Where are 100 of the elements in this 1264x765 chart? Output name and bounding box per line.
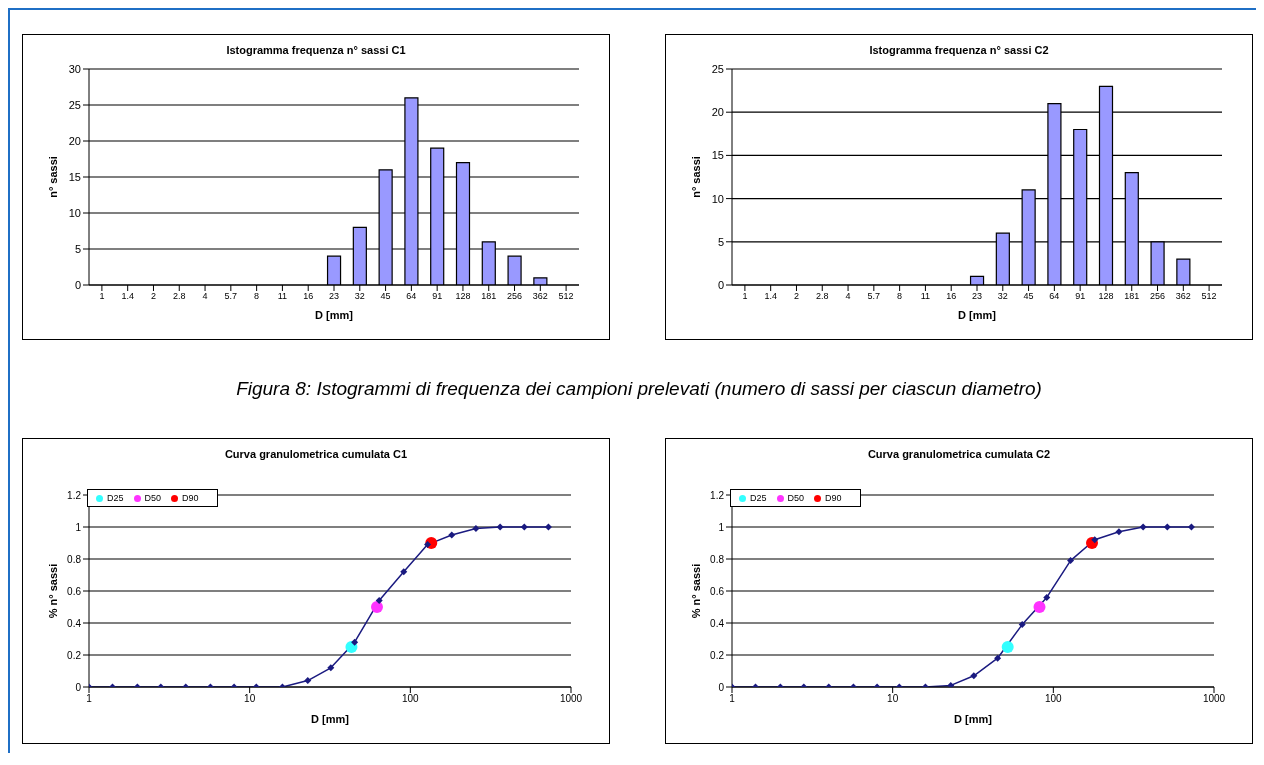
x-tick-label: 100 <box>1044 693 1063 705</box>
x-tick-label: 64 <box>1049 291 1060 302</box>
x-tick-label: 64 <box>406 291 417 302</box>
y-tick-label: 5 <box>717 235 724 248</box>
x-tick-label: 8 <box>254 291 260 302</box>
y-tick-label: 25 <box>68 98 81 111</box>
point <box>994 654 1002 662</box>
y-tick-label: 0 <box>717 278 724 291</box>
x-axis-title: D [mm] <box>311 713 350 725</box>
point <box>1163 523 1171 531</box>
y-tick-label: 0.4 <box>67 617 82 629</box>
y-tick-label: 0.6 <box>710 585 725 597</box>
x-tick-label: 512 <box>558 291 574 302</box>
x-tick-label: 362 <box>532 291 548 302</box>
text: Figura 8: Istogrammi di frequenza dei campioni prelevati (numero di sassi per ciascun diametro) <box>236 378 1042 400</box>
legend-label: D25 <box>107 493 124 503</box>
x-tick-label: 8 <box>897 291 903 302</box>
x-tick-label: 10 <box>244 693 256 705</box>
x-tick-label: 2.8 <box>173 291 186 302</box>
point <box>544 523 552 531</box>
x-tick-label: 2 <box>150 291 156 302</box>
x-tick-label: 100 <box>401 693 420 705</box>
legend-label: D25 <box>750 493 767 503</box>
x-axis-title: D [mm] <box>315 309 354 321</box>
point <box>496 523 504 531</box>
x-tick-label: 512 <box>1201 291 1217 302</box>
point <box>351 638 359 646</box>
y-tick-label: 20 <box>68 134 81 147</box>
x-tick-label: 1.4 <box>121 291 134 302</box>
x-tick-label: 45 <box>380 291 391 302</box>
point <box>1043 593 1051 601</box>
y-tick-label: 0.8 <box>710 553 725 565</box>
chart-title: Istogramma frequenza n° sassi C1 <box>225 43 407 58</box>
y-tick-label: 0.8 <box>67 553 82 565</box>
y-tick-label: 0 <box>75 681 82 693</box>
point <box>970 672 978 680</box>
x-tick-label: 1000 <box>1202 693 1226 705</box>
y-tick-label: 0.4 <box>710 617 725 629</box>
x-tick-label: 4 <box>202 291 208 302</box>
x-tick-label: 91 <box>432 291 443 302</box>
x-tick-label: 10 <box>887 693 899 705</box>
point <box>1115 528 1123 536</box>
x-tick-label: 16 <box>303 291 314 302</box>
x-tick-label: 2 <box>793 291 799 302</box>
x-tick-label: 2.8 <box>816 291 829 302</box>
x-tick-label: 256 <box>507 291 523 302</box>
x-tick-label: 4 <box>845 291 851 302</box>
x-tick-label: 5.7 <box>867 291 881 302</box>
x-axis-title: D [mm] <box>958 309 997 321</box>
point <box>304 677 312 685</box>
legend-label: D50 <box>787 493 805 503</box>
point <box>375 597 383 605</box>
point <box>400 568 408 576</box>
x-tick-label: 91 <box>1075 291 1086 302</box>
y-tick-label: 1 <box>718 521 725 533</box>
y-tick-label: 15 <box>711 149 724 162</box>
chart-title: Curva granulometrica cumulata C2 <box>866 447 1052 462</box>
y-tick-label: 1 <box>75 521 82 533</box>
point <box>1139 523 1147 531</box>
x-tick-label: 1 <box>729 693 736 705</box>
chart-title: Curva granulometrica cumulata C1 <box>223 447 409 462</box>
point <box>448 531 456 539</box>
y-tick-label: 0.2 <box>67 649 82 661</box>
y-axis-title: % n° sassi <box>689 563 702 619</box>
x-tick-label: 32 <box>997 291 1008 302</box>
y-tick-label: 5 <box>74 242 81 255</box>
point <box>1187 523 1195 531</box>
x-tick-label: 23 <box>971 291 983 302</box>
y-tick-label: 20 <box>711 106 724 119</box>
y-tick-label: 10 <box>711 192 724 205</box>
y-tick-label: 15 <box>68 170 81 183</box>
x-tick-label: 362 <box>1175 291 1191 302</box>
point <box>1067 557 1075 565</box>
x-tick-label: 256 <box>1150 291 1166 302</box>
y-tick-label: 1.2 <box>67 489 82 501</box>
x-tick-label: 32 <box>354 291 365 302</box>
y-tick-label: 1.2 <box>710 489 725 501</box>
y-axis-title: n° sassi <box>689 156 702 198</box>
y-axis-title: % n° sassi <box>46 563 59 619</box>
x-axis-title: D [mm] <box>954 713 993 725</box>
y-tick-label: 10 <box>68 206 81 219</box>
x-tick-label: 45 <box>1023 291 1034 302</box>
point <box>1018 621 1026 629</box>
point <box>520 523 528 531</box>
x-tick-label: 5.7 <box>224 291 238 302</box>
x-tick-label: 1 <box>742 291 748 302</box>
x-tick-label: 128 <box>455 291 471 302</box>
y-tick-label: 0 <box>718 681 725 693</box>
x-tick-label: 181 <box>1124 291 1140 302</box>
y-tick-label: 0.2 <box>710 649 725 661</box>
x-tick-label: 128 <box>1098 291 1114 302</box>
chart-title: Istogramma frequenza n° sassi C2 <box>868 43 1050 58</box>
x-tick-label: 1000 <box>559 693 583 705</box>
x-tick-label: 1.4 <box>764 291 777 302</box>
y-tick-label: 0 <box>74 278 81 291</box>
y-tick-label: 30 <box>68 62 81 75</box>
x-tick-label: 16 <box>946 291 957 302</box>
point <box>327 664 335 672</box>
x-tick-label: 11 <box>277 291 288 302</box>
x-tick-label: 1 <box>86 693 93 705</box>
